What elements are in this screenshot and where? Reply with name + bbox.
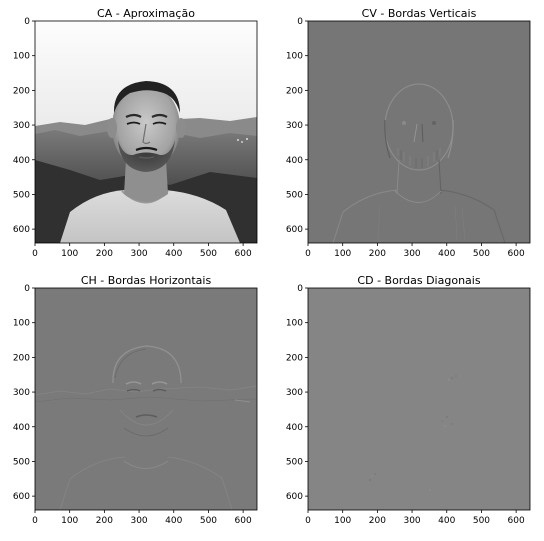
y-tick-label: 500 <box>286 457 303 467</box>
panel-title: CA - Aproximação <box>97 7 195 20</box>
diagonal-edges-image <box>308 288 530 510</box>
x-tick-label: 300 <box>403 249 420 259</box>
y-tick-label: 100 <box>286 319 303 329</box>
x-tick-label: 600 <box>508 516 525 526</box>
x-tick-label: 200 <box>96 249 113 259</box>
x-tick-label: 600 <box>235 516 252 526</box>
x-tick-label: 500 <box>200 516 217 526</box>
x-tick-label: 0 <box>305 249 311 259</box>
y-tick-label: 0 <box>297 17 303 27</box>
y-tick-label: 200 <box>286 353 303 363</box>
x-tick-label: 200 <box>369 249 386 259</box>
y-tick-label: 500 <box>286 190 303 200</box>
y-tick-label: 600 <box>13 492 30 502</box>
x-tick-label: 300 <box>130 249 147 259</box>
y-tick-label: 0 <box>24 17 30 27</box>
x-tick-label: 500 <box>473 516 490 526</box>
y-tick-label: 300 <box>286 388 303 398</box>
y-tick-label: 400 <box>13 156 30 166</box>
y-tick-label: 200 <box>13 353 30 363</box>
y-tick-label: 0 <box>297 284 303 294</box>
y-tick-label: 200 <box>286 86 303 96</box>
approximation-image <box>35 21 257 243</box>
x-tick-label: 0 <box>32 249 38 259</box>
y-tick-label: 600 <box>13 225 30 235</box>
y-tick-label: 100 <box>13 319 30 329</box>
y-tick-label: 400 <box>13 423 30 433</box>
x-tick-label: 300 <box>130 516 147 526</box>
y-tick-label: 600 <box>286 492 303 502</box>
x-tick-label: 200 <box>369 516 386 526</box>
panel-title: CH - Bordas Horizontais <box>81 274 212 287</box>
y-tick-label: 300 <box>13 388 30 398</box>
x-tick-label: 600 <box>235 249 252 259</box>
panel-ch: CH - Bordas Horizontais 0 10 <box>13 274 258 526</box>
y-tick-label: 200 <box>13 86 30 96</box>
y-tick-label: 500 <box>13 457 30 467</box>
x-tick-label: 500 <box>200 249 217 259</box>
y-tick-label: 100 <box>13 52 30 62</box>
y-tick-label: 300 <box>13 121 30 131</box>
x-tick-label: 400 <box>438 249 455 259</box>
y-tick-label: 500 <box>13 190 30 200</box>
x-tick-label: 300 <box>403 516 420 526</box>
x-tick-label: 0 <box>32 516 38 526</box>
panel-cd: CD - Bordas Diagonais 0 100 200 300 400 500 60… <box>286 274 531 526</box>
y-tick-label: 100 <box>286 52 303 62</box>
x-tick-label: 100 <box>61 516 78 526</box>
x-tick-label: 100 <box>334 249 351 259</box>
y-tick-label: 0 <box>24 284 30 294</box>
x-tick-label: 500 <box>473 249 490 259</box>
x-tick-label: 100 <box>61 249 78 259</box>
x-tick-label: 400 <box>438 516 455 526</box>
x-tick-label: 100 <box>334 516 351 526</box>
y-tick-label: 400 <box>286 156 303 166</box>
y-tick-label: 600 <box>286 225 303 235</box>
x-tick-label: 400 <box>165 249 182 259</box>
x-tick-label: 0 <box>305 516 311 526</box>
panel-title: CV - Bordas Verticais <box>362 7 477 20</box>
panel-cv: CV - Bordas Verticais <box>286 7 531 259</box>
vertical-edges-image <box>308 21 530 243</box>
y-tick-label: 400 <box>286 423 303 433</box>
panel-title: CD - Bordas Diagonais <box>357 274 480 287</box>
x-tick-label: 400 <box>165 516 182 526</box>
panel-ca: CA - Aproximação <box>13 7 258 259</box>
y-tick-label: 300 <box>286 121 303 131</box>
x-tick-label: 200 <box>96 516 113 526</box>
horizontal-edges-image <box>35 288 257 510</box>
x-tick-label: 600 <box>508 249 525 259</box>
